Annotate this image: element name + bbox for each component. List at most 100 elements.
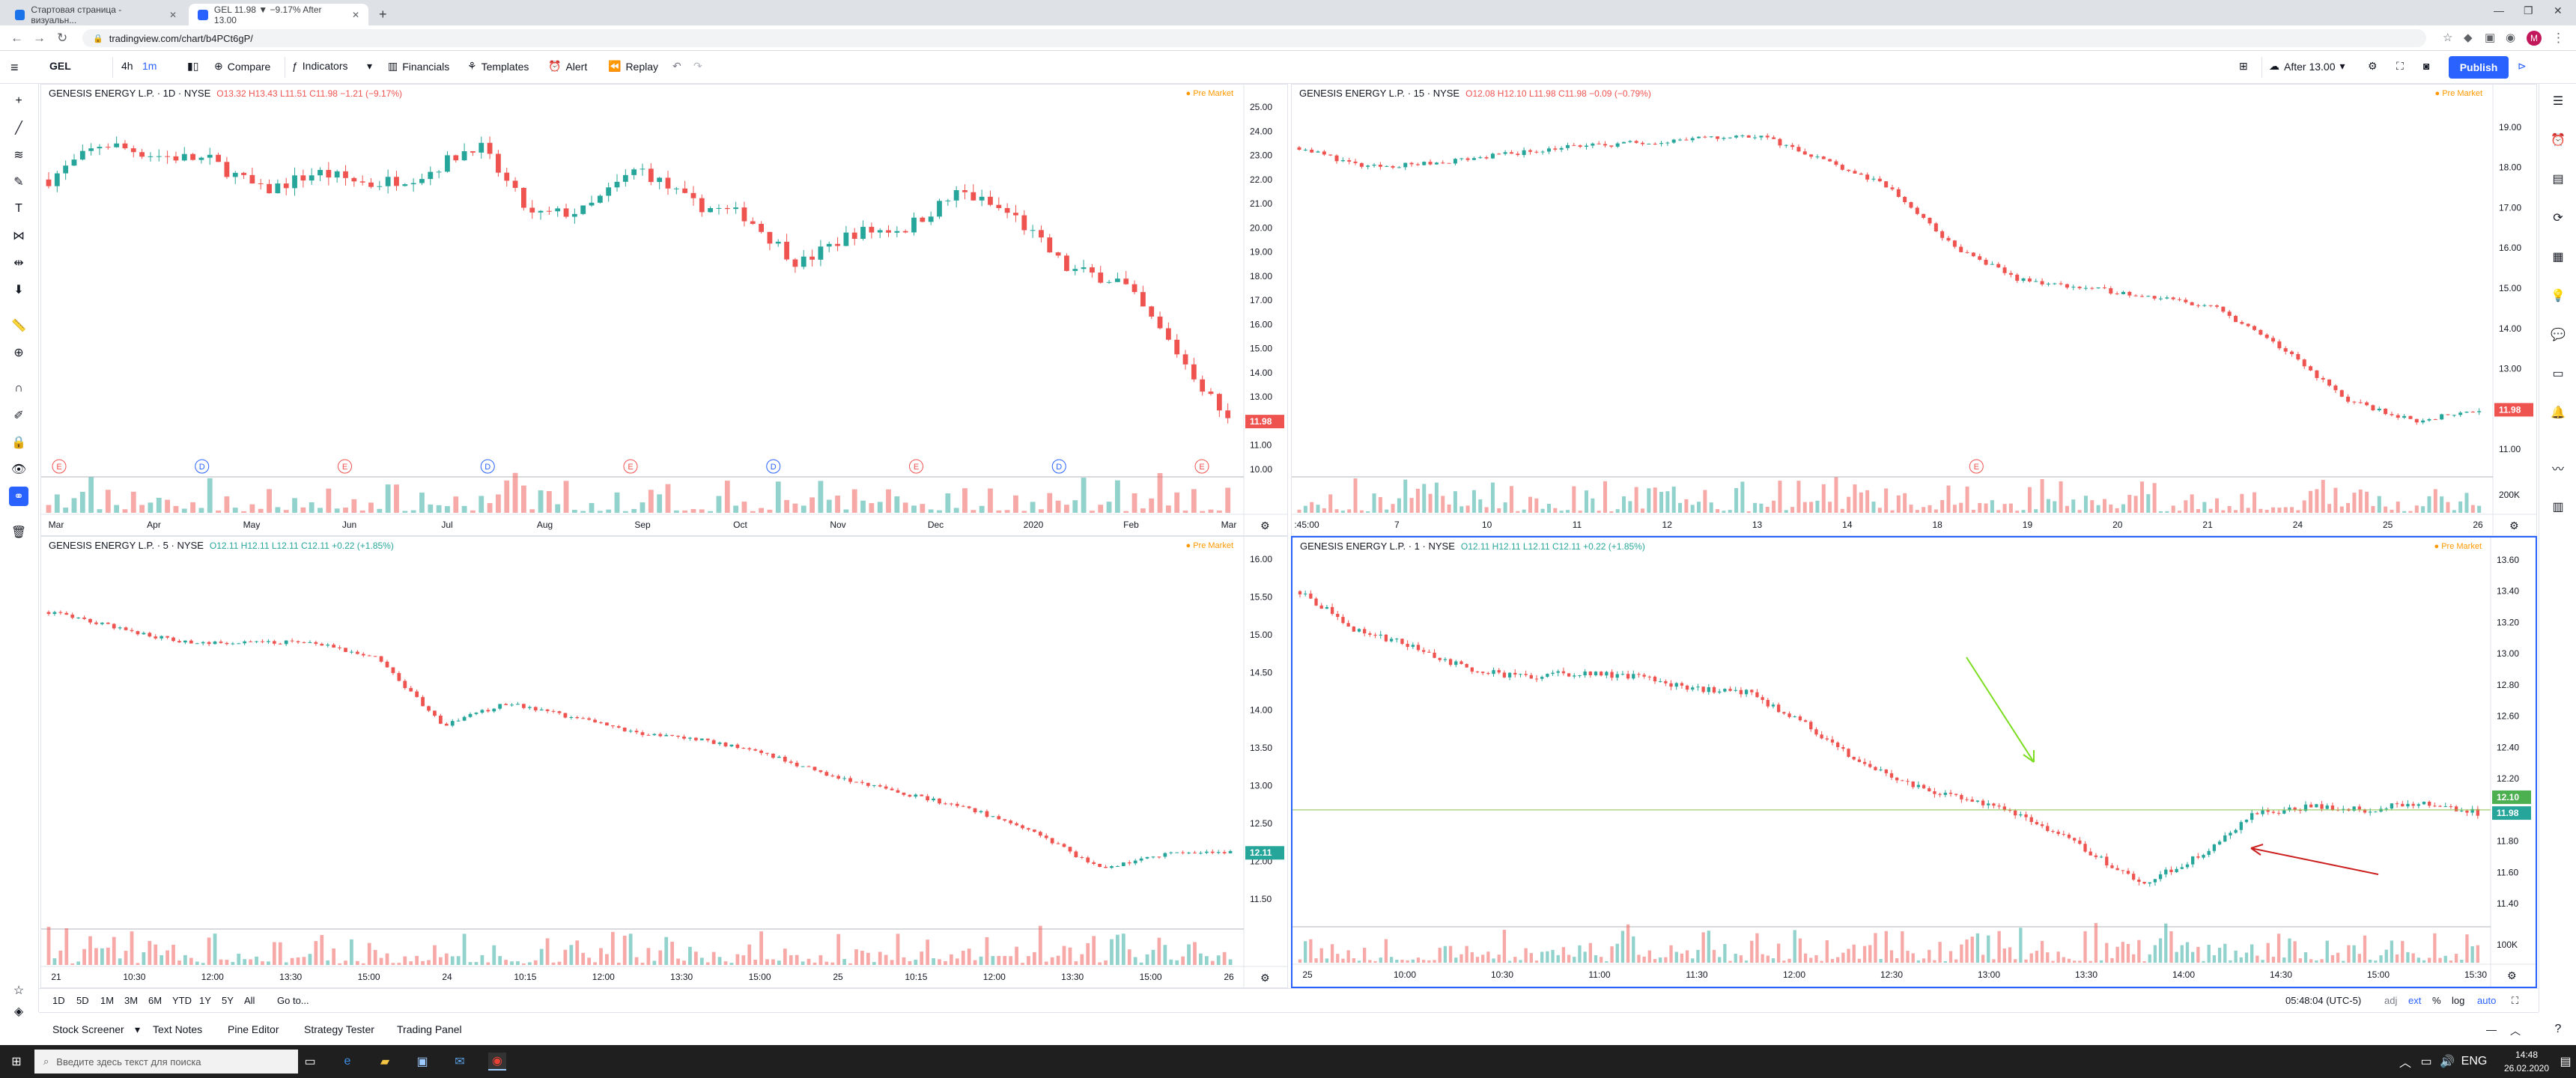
forward-icon[interactable]: →	[33, 31, 46, 45]
indicators-button[interactable]: ƒ Indicators	[292, 60, 348, 72]
arrow-down-icon[interactable]: ⬇	[13, 284, 24, 296]
calendar-icon[interactable]: ▦	[2552, 251, 2564, 264]
window-close-icon[interactable]: ✕	[2554, 4, 2563, 16]
templates-button[interactable]: ⚘ Templates	[467, 60, 529, 73]
undo-icon[interactable]: ↶	[672, 60, 681, 72]
chat-icon[interactable]: 💬	[2551, 329, 2566, 341]
crosshair-icon[interactable]: +	[15, 94, 22, 107]
session-button[interactable]: ☁ After 13.00 ▾	[2269, 60, 2345, 73]
hotlist-icon[interactable]: ⟳	[2553, 212, 2563, 225]
chevron-down-icon[interactable]: ▾	[135, 1023, 141, 1035]
range-3m[interactable]: 3M	[124, 995, 139, 1006]
range-1y[interactable]: 1Y	[199, 995, 211, 1006]
prediction-icon[interactable]: ⇹	[13, 257, 24, 270]
help-icon[interactable]: ?	[2554, 1023, 2562, 1035]
volume-icon[interactable]: 🔊	[2440, 1056, 2455, 1068]
layout-icon[interactable]: ⊞	[2239, 60, 2248, 72]
browser-menu-icon[interactable]: ⋮	[2552, 31, 2565, 45]
candles-icon[interactable]: ▮▯	[187, 60, 199, 72]
ruler-icon[interactable]: 📏	[11, 320, 26, 332]
tray-chevron-icon[interactable]: ︿	[2399, 1057, 2411, 1070]
minimize-icon[interactable]: —	[2494, 4, 2504, 16]
language-indicator[interactable]: ENG	[2461, 1055, 2488, 1068]
close-icon[interactable]: ✕	[351, 9, 359, 20]
windows-start-icon[interactable]: ⊞	[11, 1056, 22, 1068]
ext-toggle[interactable]: ext	[2408, 995, 2422, 1006]
new-tab-button[interactable]: +	[379, 7, 387, 22]
star-icon[interactable]: ☆	[2443, 31, 2453, 44]
replay-button[interactable]: ⏪ Replay	[608, 60, 658, 73]
eye-icon[interactable]: 👁	[10, 463, 27, 476]
range-all[interactable]: All	[244, 995, 255, 1006]
ideas-icon[interactable]: 💡	[2551, 290, 2566, 302]
range-5y[interactable]: 5Y	[222, 995, 234, 1006]
tab-text-notes[interactable]: Text Notes	[153, 1023, 203, 1035]
clock-readout[interactable]: 05:48:04 (UTC-5)	[2285, 995, 2362, 1006]
financials-button[interactable]: ▥ Financials	[388, 60, 449, 73]
chevron-up-icon[interactable]: ︿	[2510, 1025, 2521, 1037]
maximize-icon[interactable]: ❐	[2524, 4, 2533, 16]
auto-toggle[interactable]: auto	[2477, 995, 2497, 1006]
goto-button[interactable]: Go to...	[277, 995, 309, 1006]
streams-icon[interactable]: ▭	[2552, 368, 2564, 380]
chart-canvas[interactable]: 13.6013.4013.2013.0012.8012.6012.4012.20…	[1292, 538, 2536, 987]
star-icon[interactable]: ☆	[13, 984, 25, 997]
notifications-icon[interactable]: 🔔	[2551, 406, 2566, 419]
tab-trading-panel[interactable]: Trading Panel	[397, 1023, 462, 1035]
extension3-icon[interactable]: ◉	[2506, 31, 2516, 44]
link-icon[interactable]: ⚭	[9, 487, 28, 506]
range-5d[interactable]: 5D	[76, 995, 89, 1006]
play-circle-icon[interactable]: ⊳	[2518, 60, 2527, 72]
chart-pane-15m[interactable]: 19.0018.0017.0016.0015.0014.0013.0012.00…	[1291, 84, 2537, 536]
watchlist-icon[interactable]: ☰	[2552, 95, 2564, 108]
order-panel-icon[interactable]: ▥	[2552, 501, 2564, 514]
mail-icon[interactable]: ✉	[455, 1056, 465, 1068]
symbol-search[interactable]: GEL	[49, 60, 71, 72]
chart-pane-1m[interactable]: 13.60 13.40 13.20 13.00 12.80 12.60 12.40 12.20…	[1291, 536, 2537, 988]
fullscreen-icon[interactable]: ⛶	[2396, 60, 2404, 72]
tab-strategy-tester[interactable]: Strategy Tester	[304, 1023, 374, 1035]
taskbar-search-field[interactable]: ⌕ Введите здесь текст для поиска	[34, 1050, 298, 1074]
folder-icon[interactable]: ▰	[380, 1056, 390, 1068]
browser-tab-tradingview[interactable]: GEL 11.98 ▼ −9.17% After 13.00 ✕	[189, 4, 368, 25]
range-1m[interactable]: 1M	[100, 995, 115, 1006]
close-icon[interactable]: ✕	[168, 9, 177, 20]
publish-button[interactable]: Publish	[2449, 56, 2509, 79]
zoom-icon[interactable]: ⊕	[13, 347, 24, 359]
pattern-icon[interactable]: ⋈	[13, 230, 25, 243]
compare-button[interactable]: ⊕ Compare	[214, 60, 270, 73]
chart-canvas[interactable]: 19.0018.0017.0016.0015.0014.0013.0012.00…	[1292, 85, 2537, 536]
url-field[interactable]: 🔒 tradingview.com/chart/b4PCt6gP/	[82, 29, 2426, 47]
profile-avatar[interactable]: M	[2527, 31, 2542, 46]
task-view-icon[interactable]: ▭	[304, 1056, 316, 1068]
chart-canvas[interactable]: 16.0015.5015.0014.5014.0013.5013.0012.50…	[41, 537, 1288, 988]
network-icon[interactable]: ▭	[2420, 1056, 2432, 1068]
taskbar-clock[interactable]: 14:48 26.02.2020	[2497, 1048, 2557, 1075]
store-icon[interactable]: ▣	[416, 1056, 428, 1068]
range-6m[interactable]: 6M	[148, 995, 162, 1006]
trend-line-icon[interactable]: ╱	[15, 122, 22, 135]
extension2-icon[interactable]: ▣	[2485, 31, 2496, 44]
extension-icon[interactable]: ◆	[2464, 31, 2473, 44]
interval-button-2[interactable]: 1m	[142, 60, 157, 72]
notifications-icon[interactable]: ▤	[2560, 1056, 2572, 1068]
interval-button[interactable]: 4h	[121, 60, 133, 72]
back-icon[interactable]: ←	[10, 31, 23, 45]
log-toggle[interactable]: log	[2452, 995, 2465, 1006]
chevron-down-icon[interactable]: ▾	[367, 60, 373, 72]
range-ytd[interactable]: YTD	[172, 995, 192, 1006]
pulse-icon[interactable]: 〰	[2551, 463, 2564, 476]
data-window-icon[interactable]: ▤	[2552, 173, 2564, 186]
chart-pane-1d[interactable]: 25.00 24.00 23.00 22.00 21.00 20.00 19.00 18.00…	[40, 84, 1288, 536]
chart-canvas[interactable]: 25.0024.0023.0022.0021.0020.0019.0018.00…	[41, 85, 1288, 536]
layers-icon[interactable]: ◈	[13, 1005, 24, 1018]
pencil-lock-icon[interactable]: ✐	[13, 409, 24, 422]
percent-toggle[interactable]: %	[2432, 995, 2441, 1006]
settings-gear-icon[interactable]: ⚙	[2368, 60, 2378, 72]
chrome-icon[interactable]: ◉	[488, 1053, 506, 1071]
tab-pine-editor[interactable]: Pine Editor	[228, 1023, 279, 1035]
lock-icon[interactable]: 🔒	[11, 436, 26, 449]
text-icon[interactable]: T	[15, 202, 22, 215]
redo-icon[interactable]: ↷	[693, 60, 702, 72]
menu-icon[interactable]: ≡	[10, 60, 19, 75]
